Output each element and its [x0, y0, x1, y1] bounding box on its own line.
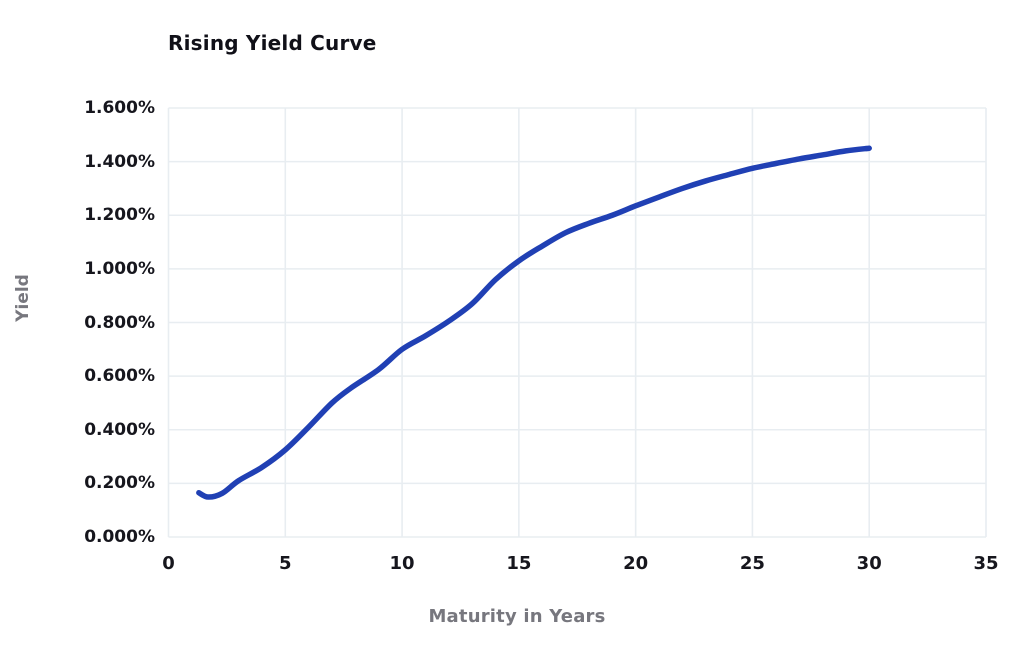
- x-tick-label: 25: [739, 553, 765, 574]
- chart-title: Rising Yield Curve: [168, 31, 377, 55]
- gridlines: [167, 107, 987, 538]
- x-tick-label: 5: [279, 553, 292, 574]
- y-tick-label: 1.600%: [84, 98, 155, 118]
- y-tick-label: 0.400%: [84, 419, 155, 440]
- x-axis-title: Maturity in Years: [428, 606, 606, 627]
- x-tick-label: 20: [623, 553, 649, 574]
- x-tick-label: 35: [973, 553, 999, 574]
- y-tick-label: 1.400%: [84, 151, 155, 172]
- y-tick-label: 1.200%: [84, 205, 155, 226]
- x-tick-label: 15: [506, 553, 532, 574]
- y-tick-label: 0.000%: [84, 527, 155, 547]
- y-tick-label: 0.600%: [84, 366, 155, 387]
- y-tick-label: 1.000%: [84, 258, 155, 279]
- y-tick-label: 0.200%: [84, 473, 155, 494]
- x-tick-label: 0: [162, 553, 175, 574]
- x-tick-label: 30: [856, 553, 882, 574]
- x-tick-label: 10: [389, 553, 415, 574]
- yield-curve-line: [196, 145, 872, 500]
- y-tick-label: 0.800%: [84, 312, 155, 333]
